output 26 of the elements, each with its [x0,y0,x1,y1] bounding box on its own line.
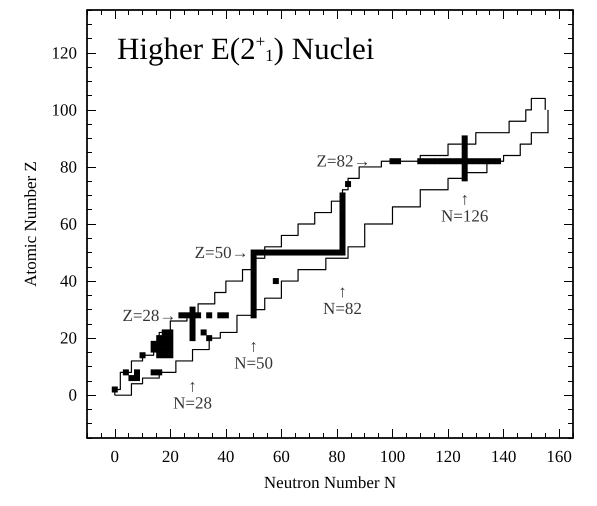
annotation: ↑ N=82 [323,282,362,318]
y-tick-label: 0 [68,386,77,405]
text: Higher E(2+1) Nuclei [117,31,375,66]
x-tick-label: 40 [217,447,234,466]
x-tick-label: 100 [380,447,406,466]
y-axis-title: Atomic Number Z [21,161,40,287]
y-tick-label: 60 [60,214,77,234]
y-tick-label: 100 [52,100,77,120]
y-tick-label: 120 [52,43,77,62]
annotation: Z=28→ [122,306,176,325]
x-tick-label: 80 [328,447,346,466]
annotation: Z=50→ [194,243,249,262]
x-tick-label: 20 [162,447,179,466]
y-tick-label: 40 [60,272,77,291]
x-tick-label: 120 [435,447,461,466]
y-tick-label: 80 [60,157,77,176]
x-axis-title: Neutron Number N [264,473,396,492]
x-tick-label: 60 [272,447,290,466]
annotation: Z=82→ [316,152,370,171]
x-tick-label: 160 [546,447,572,466]
annotation: ↑ N=28 [173,376,212,413]
annotation: ↑ N=50 [234,336,274,373]
x-tick-label: 0 [110,447,120,466]
x-tick-label: 140 [490,447,516,466]
annotation: ↑ N=126 [441,189,488,226]
y-tick-label: 20 [60,328,77,348]
